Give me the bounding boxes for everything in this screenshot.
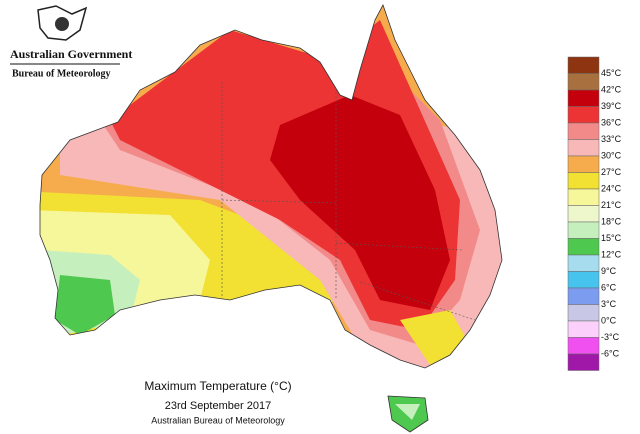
legend-swatch bbox=[567, 188, 600, 206]
legend-label: 15°C bbox=[601, 233, 622, 243]
legend-label: 30°C bbox=[601, 150, 622, 160]
legend-swatch bbox=[567, 221, 600, 239]
legend-label: 27°C bbox=[601, 167, 622, 177]
org-subtitle: Bureau of Meteorology bbox=[12, 68, 111, 79]
legend-swatch bbox=[567, 254, 600, 272]
map-title: Maximum Temperature (°C) bbox=[144, 379, 291, 393]
legend-label: 0°C bbox=[601, 315, 617, 325]
logo: Australian Government Bureau of Meteorol… bbox=[10, 5, 132, 79]
legend-swatch bbox=[567, 320, 600, 338]
region bbox=[395, 404, 420, 420]
legend-label: 33°C bbox=[601, 134, 622, 144]
crest-shield bbox=[55, 17, 69, 31]
legend-swatch bbox=[567, 238, 600, 256]
legend-swatch bbox=[567, 139, 600, 157]
legend-label: -3°C bbox=[601, 332, 620, 342]
legend-label: 21°C bbox=[601, 200, 622, 210]
legend-swatch bbox=[567, 155, 600, 173]
legend: 45°C 42°C 39°C 36°C 33°C 30°C 27°C 24°C 21°C 18°C… bbox=[567, 56, 622, 371]
legend-swatch bbox=[567, 205, 600, 223]
legend-label: 36°C bbox=[601, 117, 622, 127]
legend-label: 39°C bbox=[601, 101, 622, 111]
legend-swatch bbox=[567, 73, 600, 91]
legend-swatch bbox=[567, 56, 600, 74]
region bbox=[55, 275, 115, 335]
map-date: 23rd September 2017 bbox=[165, 400, 271, 412]
org-title: Australian Government bbox=[10, 47, 132, 61]
legend-swatch bbox=[567, 172, 600, 190]
region bbox=[270, 95, 450, 310]
legend-swatch bbox=[567, 271, 600, 289]
legend-label: 18°C bbox=[601, 216, 622, 226]
legend-swatch bbox=[567, 106, 600, 124]
legend-label: 3°C bbox=[601, 299, 617, 309]
state-borders bbox=[221, 82, 476, 321]
legend-label: 24°C bbox=[601, 183, 622, 193]
legend-label: 45°C bbox=[601, 68, 622, 78]
legend-label: -6°C bbox=[601, 348, 620, 358]
legend-label: 6°C bbox=[601, 282, 617, 292]
map-source: Australian Bureau of Meteorology bbox=[151, 415, 285, 425]
legend-swatch bbox=[567, 304, 600, 322]
legend-swatch bbox=[567, 353, 600, 371]
legend-swatch bbox=[567, 337, 600, 355]
coastline bbox=[39, 4, 503, 369]
legend-swatch bbox=[567, 89, 600, 107]
legend-swatch bbox=[567, 287, 600, 305]
legend-label: 12°C bbox=[601, 249, 622, 259]
legend-label: 9°C bbox=[601, 266, 617, 276]
legend-label: 42°C bbox=[601, 84, 622, 94]
legend-swatch bbox=[567, 122, 600, 140]
